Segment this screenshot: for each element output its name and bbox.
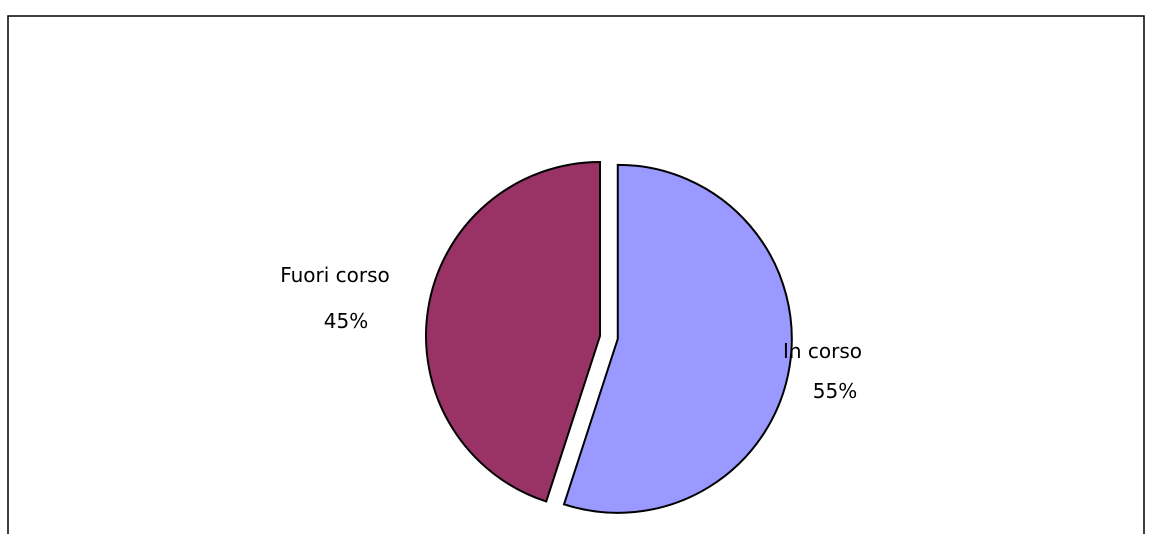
labels-layer: In corso 55% Fuori corso 45% [280, 263, 862, 403]
slice-label-fuori-corso: Fuori corso [280, 263, 390, 287]
pie-slice-fuori-corso [425, 160, 601, 503]
chart-border [7, 15, 1145, 534]
slices-layer [425, 160, 793, 514]
slice-value-in-corso: 55% [813, 379, 857, 403]
pie-slice-in-corso [562, 163, 793, 514]
slice-value-fuori-corso: 45% [324, 309, 368, 333]
slice-label-in-corso: In corso [783, 339, 862, 363]
